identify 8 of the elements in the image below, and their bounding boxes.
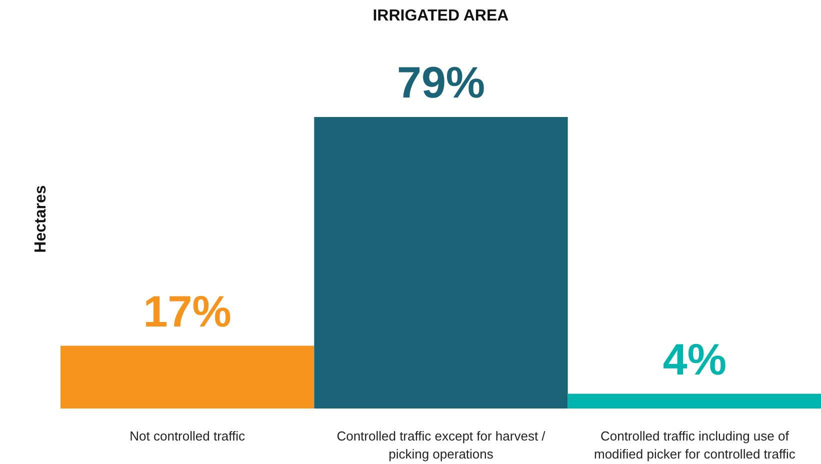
x-tick-label: Controlled traffic except for harvest / picking operations	[336, 428, 546, 462]
data-label: 17%	[143, 287, 232, 336]
y-axis-title: Hectares	[32, 185, 50, 253]
data-label: 79%	[396, 58, 486, 108]
x-tick-label: Not controlled traffic	[130, 428, 246, 444]
x-tick-label: Controlled traffic including use of modified picker for controlled traffic	[594, 428, 796, 462]
chart-title: IRRIGATED AREA	[372, 8, 510, 24]
data-label: 4%	[662, 335, 726, 384]
